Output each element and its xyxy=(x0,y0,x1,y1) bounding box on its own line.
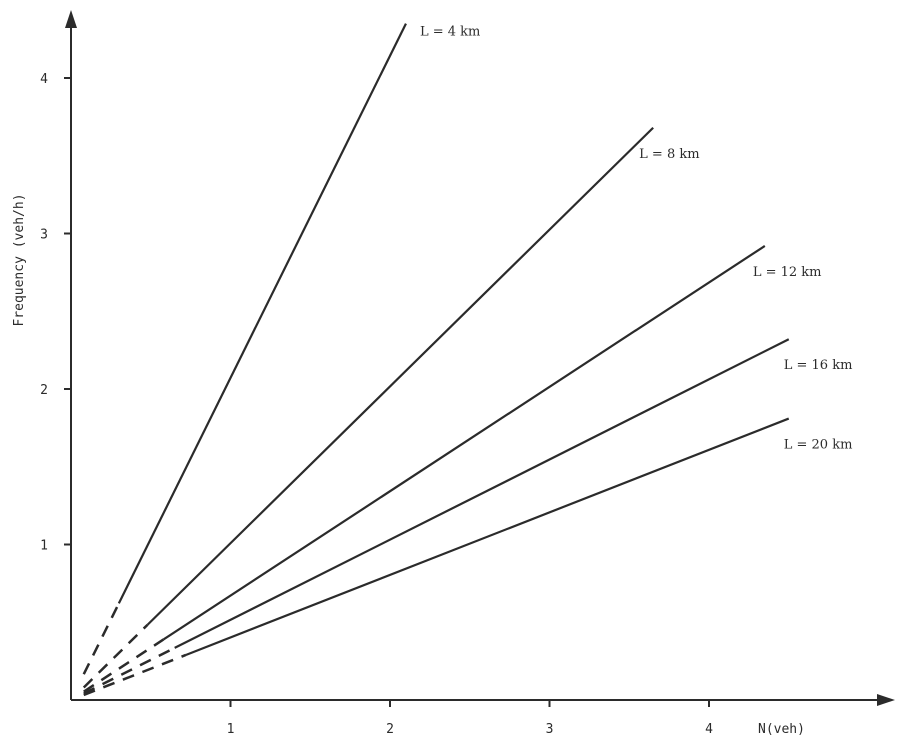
tick-group: 1 2 3 4 1 2 3 4 xyxy=(40,72,713,737)
series-label: L = 16 km xyxy=(784,358,853,373)
series-line-dashed xyxy=(83,653,187,697)
series-line xyxy=(185,417,790,656)
y-axis-label: Frequency (veh/h) xyxy=(12,193,27,326)
series-line-dashed xyxy=(82,623,149,689)
series-group: L = 4 km L = 8 km L = 12 km L = 16 km L = 20… xyxy=(82,23,853,697)
y-tick-label: 4 xyxy=(40,72,48,87)
series-line xyxy=(146,126,654,626)
x-axis-label: N(veh) xyxy=(758,722,805,737)
y-tick-label: 2 xyxy=(40,383,48,398)
x-axis-arrow xyxy=(877,694,895,706)
series-label: L = 8 km xyxy=(639,147,699,162)
series-line xyxy=(162,245,766,641)
series-label: L = 4 km xyxy=(420,25,480,40)
y-tick-label: 3 xyxy=(40,228,48,243)
x-tick-label: 4 xyxy=(705,722,713,737)
y-axis-arrow xyxy=(65,10,77,28)
series-line-dashed xyxy=(83,638,165,693)
x-tick-label: 3 xyxy=(546,722,554,737)
x-tick-label: 2 xyxy=(386,722,394,737)
series-label: L = 12 km xyxy=(753,265,822,280)
x-tick-label: 1 xyxy=(227,722,235,737)
series-line-dashed xyxy=(83,646,176,695)
series-label: L = 20 km xyxy=(784,438,853,453)
series-line xyxy=(174,338,790,649)
series-line xyxy=(117,23,407,604)
y-tick-label: 1 xyxy=(40,539,48,554)
series-line-dashed xyxy=(82,602,120,675)
